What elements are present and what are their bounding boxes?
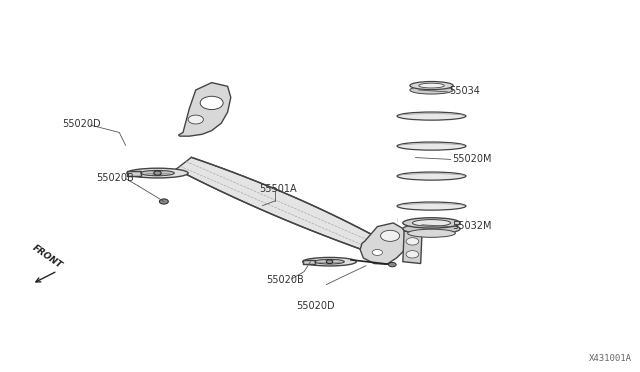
Ellipse shape xyxy=(397,202,466,210)
Circle shape xyxy=(159,199,168,204)
Circle shape xyxy=(406,238,419,245)
Text: 55034: 55034 xyxy=(449,86,480,96)
Polygon shape xyxy=(360,223,408,264)
Ellipse shape xyxy=(315,259,344,264)
Ellipse shape xyxy=(403,218,460,228)
Ellipse shape xyxy=(141,170,174,176)
Circle shape xyxy=(326,260,333,263)
Polygon shape xyxy=(403,231,422,263)
Text: 55020B: 55020B xyxy=(96,173,134,183)
Ellipse shape xyxy=(410,81,453,90)
Circle shape xyxy=(388,262,396,267)
Text: X431001A: X431001A xyxy=(589,354,632,363)
Text: FRONT: FRONT xyxy=(31,243,64,270)
Polygon shape xyxy=(179,83,231,136)
Ellipse shape xyxy=(397,142,466,150)
Circle shape xyxy=(372,250,383,256)
Polygon shape xyxy=(127,171,141,176)
Ellipse shape xyxy=(419,83,444,88)
Circle shape xyxy=(188,115,204,124)
Ellipse shape xyxy=(403,224,460,234)
Polygon shape xyxy=(176,157,380,250)
Ellipse shape xyxy=(408,229,456,237)
Polygon shape xyxy=(303,260,315,264)
Ellipse shape xyxy=(397,172,466,180)
Text: 55032M: 55032M xyxy=(452,221,492,231)
Text: 55020D: 55020D xyxy=(62,119,100,129)
Ellipse shape xyxy=(412,219,451,226)
Circle shape xyxy=(406,251,419,258)
Ellipse shape xyxy=(303,257,356,266)
Text: 55020B: 55020B xyxy=(266,275,303,285)
Ellipse shape xyxy=(127,168,188,178)
Text: 55501A: 55501A xyxy=(259,184,297,194)
Circle shape xyxy=(381,230,399,241)
Circle shape xyxy=(200,96,223,110)
Ellipse shape xyxy=(410,86,453,94)
Text: 55020M: 55020M xyxy=(452,154,492,164)
Circle shape xyxy=(154,171,161,175)
Text: 55020D: 55020D xyxy=(296,301,335,311)
Ellipse shape xyxy=(397,112,466,120)
